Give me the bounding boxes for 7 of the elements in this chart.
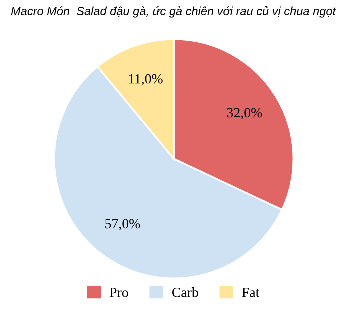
data-label: 11,0%: [129, 74, 163, 86]
legend-label: Carb: [172, 288, 198, 298]
legend-label: Pro: [110, 288, 128, 298]
data-label: 57,0%: [106, 219, 140, 231]
chart-title: Macro Món Salad đậu gà, ức gà chiên với rau củ vị chua ngọt: [11, 6, 336, 18]
legend-label: Fat: [242, 288, 260, 298]
data-label: 32,0%: [227, 108, 262, 120]
